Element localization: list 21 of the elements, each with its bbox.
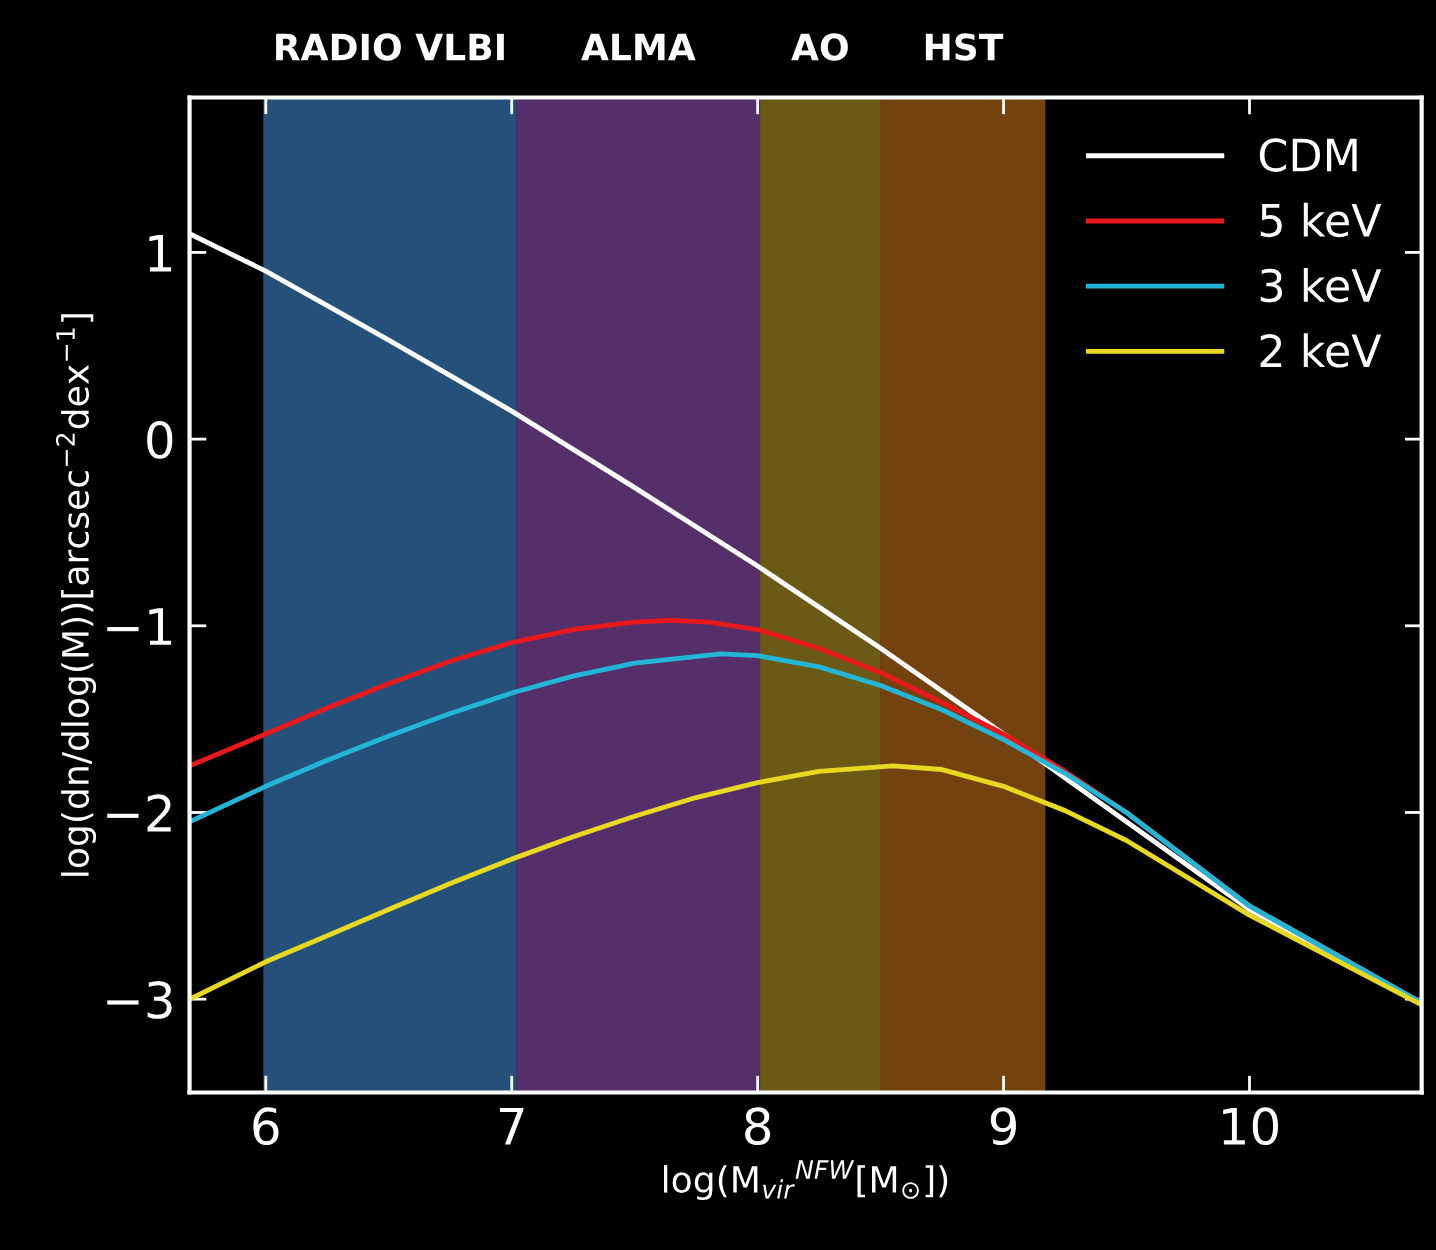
- x-tick-label: 9: [990, 1107, 1016, 1146]
- band-label: RADIO VLBI: [276, 33, 504, 61]
- legend-label: CDM: [1259, 138, 1357, 172]
- x-tick-label: 7: [499, 1107, 524, 1145]
- x-tick-label: 8: [745, 1107, 771, 1146]
- y-tick-label: 1: [149, 234, 172, 272]
- x-tick-label: 6: [253, 1107, 279, 1146]
- x-tick-label: 10: [1223, 1107, 1278, 1146]
- y-tick-label: −3: [107, 981, 172, 1019]
- legend-label: 5 keV: [1260, 202, 1382, 238]
- y-axis-title: log(dn/dlog(M))[arcsec$^{−2}$dex$^{−1}$]: [55, 314, 97, 876]
- legend-label: 3 keV: [1260, 267, 1382, 303]
- band-label: ALMA: [581, 33, 696, 61]
- y-tick-label: −2: [107, 794, 171, 832]
- y-tick-label: −1: [107, 608, 172, 645]
- band-label: HST: [925, 33, 1004, 61]
- band-label: AO: [791, 33, 848, 61]
- y-tick-label: 0: [147, 421, 173, 459]
- x-axis-title: log(M$_{vir}$$^{NFW}$[M$_{⊙}$]): [664, 1160, 948, 1201]
- legend-label: 2 keV: [1260, 333, 1382, 368]
- line-series: [189, 763, 1422, 1008]
